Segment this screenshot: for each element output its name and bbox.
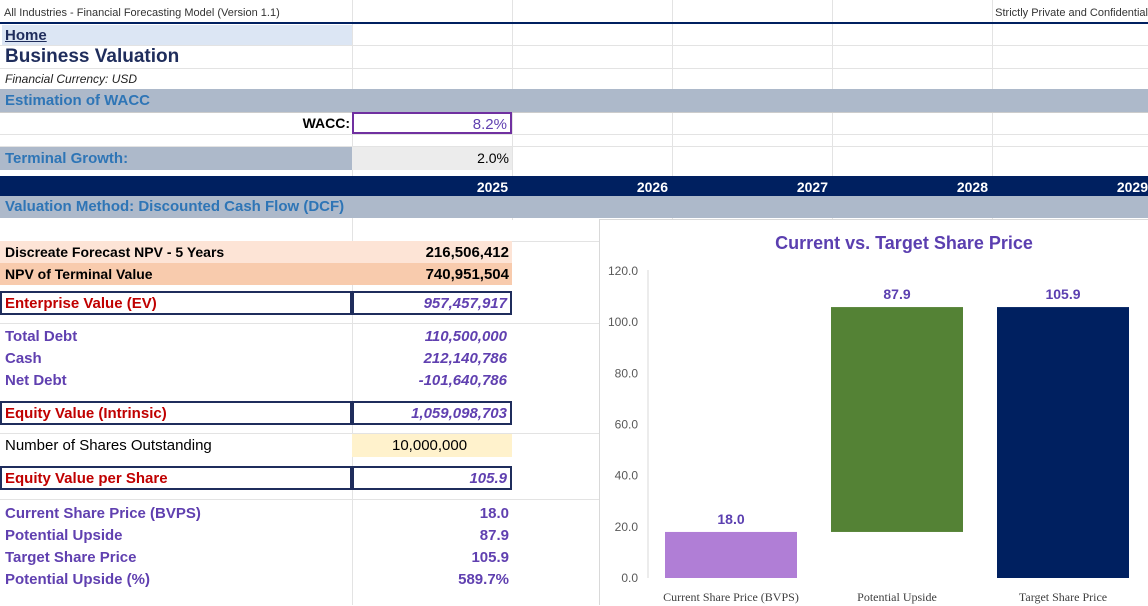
- grid-row-line: [0, 45, 1148, 46]
- year-header-bar: [0, 176, 1148, 196]
- npv-label: Discreate Forecast NPV - 5 Years: [5, 244, 225, 260]
- current-price-label: Current Share Price (BVPS): [5, 505, 201, 522]
- financial-currency-note: Financial Currency: USD: [5, 72, 138, 86]
- target-price-label: Target Share Price: [5, 549, 137, 566]
- wacc-label: WACC:: [302, 115, 350, 131]
- category-label: Potential Upside: [857, 590, 937, 604]
- year-2027: 2027: [796, 179, 828, 195]
- grid-row-line: [0, 433, 600, 434]
- potential-upside-bar[interactable]: [831, 307, 963, 532]
- y-tick-label: 100.0: [608, 315, 638, 329]
- equity-value-label: Equity Value (Intrinsic): [5, 405, 167, 422]
- year-2029: 2029: [1116, 179, 1148, 195]
- confidentiality-note: Strictly Private and Confidential: [995, 7, 1148, 19]
- upside-percent-value: 589.7%: [458, 571, 509, 588]
- terminal-value-row: [0, 263, 512, 285]
- wacc-value: 8.2%: [472, 116, 507, 133]
- report-header-bar: [0, 0, 1148, 24]
- grid-row-line: [0, 68, 1148, 69]
- bar-data-label: 87.9: [883, 286, 910, 302]
- current-price-value: 18.0: [479, 505, 509, 522]
- wacc-row: [0, 112, 1148, 134]
- grid-row-line: [0, 499, 600, 500]
- grid-row-line: [0, 134, 1148, 135]
- chart-title: Current vs. Target Share Price: [775, 233, 1033, 253]
- bar-data-label: 105.9: [1045, 286, 1080, 302]
- net-debt-label: Net Debt: [5, 372, 67, 389]
- equity-value: 1,059,098,703: [411, 405, 507, 422]
- npv-row: [0, 241, 512, 263]
- terminal-growth-value: 2.0%: [477, 150, 509, 166]
- dcf-section-title: Valuation Method: Discounted Cash Flow (…: [5, 198, 345, 215]
- potential-upside-label: Potential Upside: [5, 527, 123, 544]
- grid-row-line: [0, 323, 600, 324]
- ev-label: Enterprise Value (EV): [5, 295, 157, 312]
- category-label: Current Share Price (BVPS): [663, 590, 799, 604]
- npv-value: 216,506,412: [425, 244, 509, 261]
- share-price-chart[interactable]: Current vs. Target Share Price 0.0 20.0 40…: [599, 219, 1148, 605]
- shares-outstanding-input[interactable]: 10,000,000: [352, 434, 512, 457]
- y-tick-label: 0.0: [621, 571, 638, 585]
- current-price-bar[interactable]: [665, 531, 797, 578]
- report-title-header: All Industries - Financial Forecasting M…: [4, 7, 280, 19]
- eps-value: 105.9: [469, 470, 507, 487]
- y-tick-label: 80.0: [615, 366, 639, 380]
- terminal-value-label: NPV of Terminal Value: [5, 266, 153, 282]
- potential-upside-value: 87.9: [479, 527, 509, 544]
- wacc-input[interactable]: 8.2%: [352, 112, 512, 134]
- y-tick-label: 40.0: [615, 469, 639, 483]
- y-tick-label: 120.0: [608, 264, 638, 278]
- target-price-value: 105.9: [471, 549, 509, 566]
- terminal-growth-input[interactable]: 2.0%: [352, 147, 512, 170]
- total-debt-value: 110,500,000: [424, 328, 507, 345]
- net-debt-value: -101,640,786: [418, 372, 507, 389]
- upside-percent-label: Potential Upside (%): [5, 571, 151, 588]
- shares-outstanding-label: Number of Shares Outstanding: [5, 437, 212, 454]
- ev-value-box: [352, 291, 512, 315]
- wacc-section-band: [0, 89, 1148, 112]
- chart-canvas: Current vs. Target Share Price 0.0 20.0 40…: [608, 233, 1129, 604]
- page-title: Business Valuation: [5, 46, 180, 67]
- equity-value-box: [352, 401, 512, 425]
- year-2028: 2028: [956, 179, 988, 195]
- grid-row-line: [0, 146, 1148, 147]
- y-tick-label: 20.0: [615, 520, 639, 534]
- target-price-bar[interactable]: [997, 307, 1129, 578]
- eps-value-box: [352, 466, 512, 490]
- dcf-section-band: [0, 196, 1148, 218]
- year-2026: 2026: [636, 179, 668, 195]
- home-link[interactable]: Home: [5, 27, 47, 44]
- equity-label-box: [0, 401, 352, 425]
- terminal-value-value: 740,951,504: [425, 266, 509, 283]
- wacc-section-title: Estimation of WACC: [5, 92, 150, 109]
- terminal-growth-label-band: [0, 147, 352, 170]
- cash-label: Cash: [5, 350, 42, 367]
- ev-label-box: [0, 291, 352, 315]
- home-link-cell[interactable]: Home: [2, 25, 352, 45]
- cash-value: 212,140,786: [423, 350, 507, 367]
- year-2025: 2025: [476, 179, 508, 195]
- ev-value: 957,457,917: [423, 295, 507, 312]
- eps-label-box: [0, 466, 352, 490]
- eps-label: Equity Value per Share: [5, 470, 168, 487]
- terminal-growth-label: Terminal Growth:: [5, 150, 129, 167]
- category-label: Target Share Price: [1019, 590, 1107, 604]
- shares-outstanding-value: 10,000,000: [392, 437, 468, 454]
- y-tick-label: 60.0: [615, 418, 639, 432]
- total-debt-label: Total Debt: [5, 328, 78, 345]
- bar-data-label: 18.0: [717, 511, 744, 527]
